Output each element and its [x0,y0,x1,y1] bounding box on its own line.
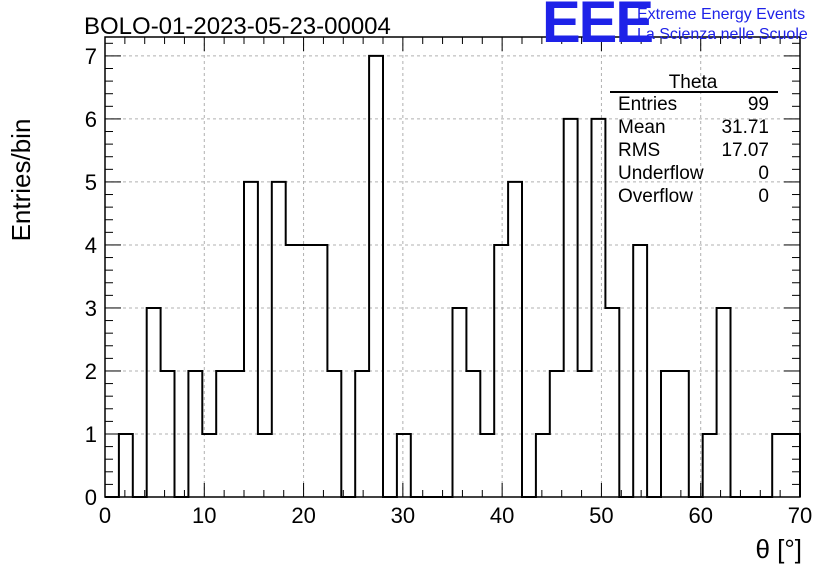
chart-title: BOLO-01-2023-05-23-00004 [84,13,391,40]
stats-row-value: 17.07 [721,140,769,161]
eee-logo-letters: EEE [542,0,652,55]
x-tick-labels: 0 10 20 30 40 50 60 70 [99,503,812,528]
histogram-outline [105,54,801,498]
stats-row-value: 31.71 [721,117,769,138]
stats-box: Theta Entries 99 Mean 31.71 RMS 17.07 Underflo… [610,72,778,207]
axis-ticks [104,37,801,498]
y-tick-label: 6 [85,107,97,132]
stats-row-label: Entries [618,94,677,115]
y-tick-label: 1 [85,422,97,447]
stats-row-label: RMS [618,140,660,161]
eee-logo-line2: La Scienza nelle Scuole [637,26,808,43]
x-tick-label: 0 [99,503,111,528]
x-tick-label: 70 [788,503,812,528]
eee-logo-line1: Extreme Energy Events [637,6,805,23]
y-tick-labels: 0 1 2 3 4 5 6 7 [85,44,97,510]
stats-box-rows: Entries 99 Mean 31.71 RMS 17.07 Underflow 0 Over… [618,94,769,207]
eee-logo: EEE Extreme Energy Events La Scienza nel… [542,0,808,55]
x-tick-label: 40 [490,503,514,528]
stats-row-label: Mean [618,117,666,138]
y-tick-label: 7 [85,44,97,69]
stats-row-value: 0 [758,163,769,184]
x-tick-label: 20 [291,503,315,528]
y-tick-label: 0 [85,485,97,510]
x-axis-label: θ [°] [755,534,802,564]
y-tick-label: 5 [85,170,97,195]
x-tick-label: 50 [589,503,613,528]
x-tick-label: 30 [391,503,415,528]
y-tick-label: 2 [85,359,97,384]
plot-frame [104,36,801,498]
stats-row-label: Overflow [618,186,693,207]
y-tick-label: 4 [85,233,97,258]
y-axis-label: Entries/bin [6,119,36,242]
stats-row-value: 0 [758,186,769,207]
stats-row-label: Underflow [618,163,704,184]
x-tick-label: 60 [688,503,712,528]
stats-row-value: 99 [748,94,769,115]
x-tick-label: 10 [192,503,216,528]
y-tick-label: 3 [85,296,97,321]
stats-box-title: Theta [669,72,718,93]
